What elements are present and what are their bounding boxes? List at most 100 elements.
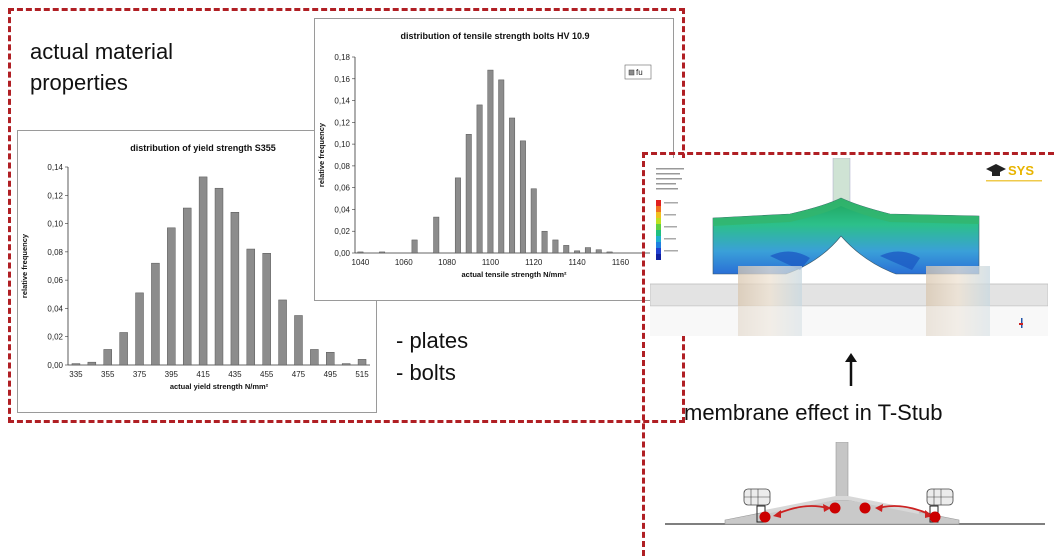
bar xyxy=(454,177,461,254)
bolt-marker-left-outer xyxy=(759,511,771,523)
y-tick-label: 0,12 xyxy=(334,118,350,127)
y-tick-label: 0,00 xyxy=(47,361,63,370)
x-tick-label: 355 xyxy=(101,370,115,379)
bar xyxy=(103,349,112,366)
bar xyxy=(606,251,613,254)
x-tick-label: 435 xyxy=(228,370,242,379)
list-item-bolts: - bolts xyxy=(396,360,456,385)
bar xyxy=(119,332,128,366)
bar xyxy=(167,227,176,366)
y-tick-label: 0,06 xyxy=(47,276,63,285)
y-tick-label: 0,08 xyxy=(334,162,350,171)
y-tick-label: 0,04 xyxy=(47,304,63,313)
bar xyxy=(476,104,483,254)
bolt-marker-right-inner xyxy=(859,502,871,514)
y-tick-label: 0,02 xyxy=(334,227,350,236)
bar xyxy=(357,251,364,254)
tensile-strength-chart-svg: distribution of tensile strength bolts H… xyxy=(317,31,673,279)
legend-label: fu xyxy=(636,68,643,77)
legend-swatch xyxy=(628,69,635,76)
pesys-logo: SYS xyxy=(984,160,1046,188)
y-tick-label: 0,04 xyxy=(334,205,350,214)
bar xyxy=(278,299,287,366)
bar xyxy=(595,249,602,254)
graduation-cap-icon: SYS xyxy=(986,163,1042,182)
t-stub-schematic-svg xyxy=(665,441,1045,525)
bar xyxy=(246,248,256,366)
bar xyxy=(530,188,537,254)
x-tick-label: 335 xyxy=(69,370,83,379)
bar xyxy=(71,363,81,366)
x-tick-label: 395 xyxy=(165,370,179,379)
fe-simulation-image xyxy=(650,158,1048,336)
membrane-effect-caption: membrane effect in T-Stub xyxy=(684,400,943,425)
y-tick-label: 0,00 xyxy=(334,249,350,258)
bar xyxy=(135,292,144,366)
bar xyxy=(509,117,516,254)
bar xyxy=(341,363,351,366)
heading-line-1: actual material xyxy=(30,39,174,64)
fe-simulation-svg xyxy=(650,158,1048,336)
x-tick-label: 415 xyxy=(196,370,210,379)
chart-title: distribution of tensile strength bolts H… xyxy=(400,31,589,41)
bar xyxy=(379,251,386,254)
y-axis-label: relative frequency xyxy=(317,122,326,187)
bar xyxy=(563,245,570,254)
bar xyxy=(411,239,418,254)
y-tick-label: 0,12 xyxy=(47,191,63,200)
bar xyxy=(214,187,224,366)
x-tick-label: 1100 xyxy=(482,258,500,267)
bar xyxy=(310,349,319,366)
logo-text: SYS xyxy=(1008,163,1034,178)
x-axis-label: actual tensile strength N/mm² xyxy=(461,270,567,279)
y-tick-label: 0,02 xyxy=(47,333,63,342)
chart-legend: fu xyxy=(624,64,652,80)
bar xyxy=(230,212,240,366)
up-arrow-icon xyxy=(841,352,861,390)
y-tick-label: 0,08 xyxy=(47,248,63,257)
yield-strength-chart-svg: distribution of yield strength S355 0,00 0… xyxy=(20,143,370,391)
bar xyxy=(151,262,160,366)
bar xyxy=(357,359,367,366)
y-tick-label: 0,16 xyxy=(334,75,350,84)
y-tick-label: 0,14 xyxy=(334,97,350,106)
bar xyxy=(326,352,335,366)
bar xyxy=(541,230,548,254)
bar xyxy=(552,239,559,254)
left-bolt xyxy=(743,488,771,523)
x-tick-label: 1120 xyxy=(525,258,543,267)
bar xyxy=(498,79,505,254)
x-tick-label: 1080 xyxy=(438,258,456,267)
x-tick-label: 495 xyxy=(324,370,338,379)
chart-title: distribution of yield strength S355 xyxy=(130,143,276,153)
y-axis-label: relative frequency xyxy=(20,233,29,298)
x-tick-label: 1160 xyxy=(612,258,630,267)
x-tick-label: 375 xyxy=(133,370,147,379)
x-tick-label: 1040 xyxy=(352,258,370,267)
bar xyxy=(433,216,440,254)
tensile-strength-chart: distribution of tensile strength bolts H… xyxy=(314,18,674,301)
x-axis-label: actual yield strength N/mm² xyxy=(170,382,269,391)
y-tick-label: 0,10 xyxy=(334,140,350,149)
bar xyxy=(584,247,591,254)
y-tick-label: 0,06 xyxy=(334,184,350,193)
t-stub-box xyxy=(642,152,1054,556)
y-tick-label: 0,18 xyxy=(334,53,350,62)
bar xyxy=(574,250,581,254)
bar xyxy=(182,207,192,366)
y-tick-label: 0,10 xyxy=(47,220,63,229)
x-tick-label: 515 xyxy=(355,370,369,379)
x-tick-label: 1140 xyxy=(568,258,586,267)
bar xyxy=(198,176,208,366)
bar xyxy=(294,315,303,366)
y-tick-label: 0,14 xyxy=(47,163,63,172)
legend-box xyxy=(624,64,652,80)
bar xyxy=(487,69,494,254)
x-tick-label: 1060 xyxy=(395,258,413,267)
heading-line-2: properties xyxy=(30,70,128,95)
bolt-marker-right-outer xyxy=(929,511,941,523)
color-legend xyxy=(656,168,684,260)
x-tick-label: 475 xyxy=(292,370,306,379)
bar xyxy=(465,134,472,254)
x-tick-label: 455 xyxy=(260,370,274,379)
